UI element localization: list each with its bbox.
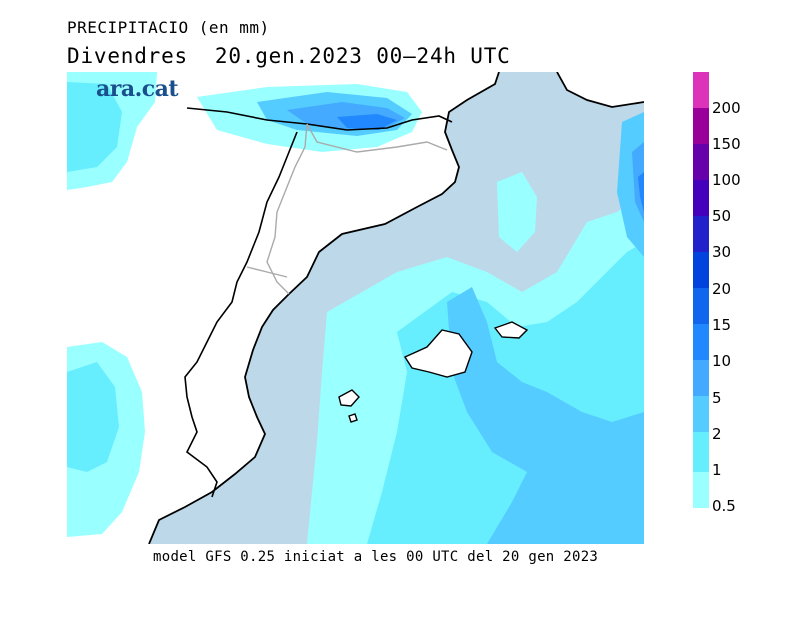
legend-label-150: 150 bbox=[712, 135, 741, 153]
map-title: PRECIPITACIO (en mm) bbox=[67, 18, 270, 37]
legend-label-30: 30 bbox=[712, 243, 732, 261]
precip-pyrenees-10 bbox=[337, 114, 397, 130]
legend-label-20: 20 bbox=[712, 280, 732, 298]
legend-swatch bbox=[693, 252, 709, 288]
legend-swatch bbox=[693, 108, 709, 144]
legend-swatch bbox=[693, 288, 709, 324]
map-canvas bbox=[67, 72, 644, 544]
coastline-mainland bbox=[148, 72, 500, 544]
border-regions bbox=[246, 123, 448, 295]
legend-swatch bbox=[693, 360, 709, 396]
legend-swatch bbox=[693, 432, 709, 472]
legend-label-10: 10 bbox=[712, 352, 732, 370]
legend-swatch bbox=[693, 324, 709, 360]
precip-small-cell bbox=[497, 172, 537, 252]
land-mainland bbox=[67, 72, 499, 544]
border-france-spain bbox=[186, 107, 453, 131]
legend-swatch bbox=[693, 396, 709, 432]
precip-west-1 bbox=[67, 82, 122, 172]
precip-east-10 bbox=[638, 172, 644, 212]
legend-label-1: 1 bbox=[712, 461, 722, 479]
legend-label-200: 200 bbox=[712, 99, 741, 117]
border-aragon bbox=[184, 131, 298, 498]
legend-label-5: 5 bbox=[712, 389, 722, 407]
precip-sea-2 bbox=[447, 287, 644, 544]
legend-label-15: 15 bbox=[712, 316, 732, 334]
precipitation-legend bbox=[693, 72, 709, 508]
map-subtitle: Divendres 20.gen.2023 00—24h UTC bbox=[67, 44, 511, 68]
legend-swatch bbox=[693, 216, 709, 252]
island-ibiza bbox=[338, 389, 360, 407]
legend-swatch bbox=[693, 180, 709, 216]
land-france-east bbox=[557, 72, 644, 107]
legend-label-100: 100 bbox=[712, 171, 741, 189]
legend-label-50: 50 bbox=[712, 207, 732, 225]
precipitation-map bbox=[67, 72, 644, 544]
legend-label-0.5: 0.5 bbox=[712, 497, 736, 515]
island-menorca bbox=[493, 321, 529, 339]
coastline-france-east bbox=[556, 72, 644, 108]
precip-sw-1 bbox=[67, 362, 119, 472]
legend-swatch bbox=[693, 472, 709, 508]
ara-cat-logo: ara.cat bbox=[96, 76, 179, 102]
precip-east-5 bbox=[632, 142, 644, 222]
island-formentera bbox=[348, 413, 358, 423]
legend-swatch bbox=[693, 72, 709, 108]
island-mallorca bbox=[403, 329, 473, 378]
legend-swatch bbox=[693, 144, 709, 180]
legend-label-2: 2 bbox=[712, 425, 722, 443]
model-footer: model GFS 0.25 iniciat a les 00 UTC del … bbox=[153, 549, 599, 565]
